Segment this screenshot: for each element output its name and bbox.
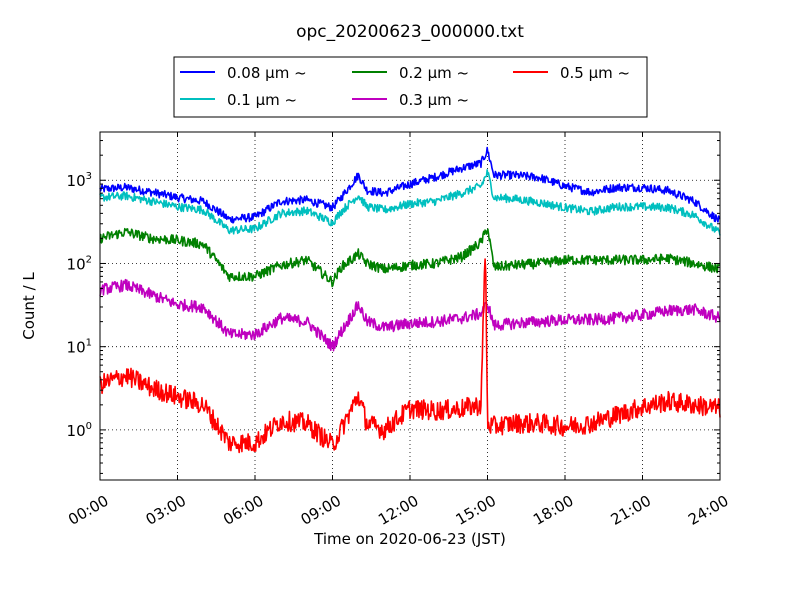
chart-title: opc_20200623_000000.txt — [296, 22, 524, 42]
y-axis-label: Count / L — [20, 272, 38, 340]
x-tick-label: 03:00 — [143, 492, 189, 529]
series-line-0 — [99, 146, 721, 224]
legend-label: 0.3 μm ~ — [399, 91, 469, 109]
x-tick-label: 24:00 — [685, 492, 731, 529]
y-tick-label: 102 — [67, 254, 92, 273]
x-tick-label: 18:00 — [530, 492, 576, 529]
legend-frame — [173, 56, 648, 118]
legend-label: 0.2 μm ~ — [399, 64, 469, 82]
y-tick-label: 103 — [67, 171, 92, 190]
x-tick-label: 15:00 — [453, 492, 499, 529]
grid — [100, 132, 720, 480]
x-tick-label: 06:00 — [220, 492, 266, 529]
x-tick-label: 00:00 — [65, 492, 111, 529]
x-tick-label: 21:00 — [608, 492, 654, 529]
legend-label: 0.5 μm ~ — [560, 64, 630, 82]
y-tick-label: 101 — [67, 338, 92, 357]
x-tick-label: 09:00 — [298, 492, 344, 529]
legend: 0.08 μm ~ 0.1 μm ~ 0.2 μm ~ 0.3 μm ~ 0.5 μm … — [173, 56, 648, 118]
legend-label: 0.1 μm ~ — [227, 91, 297, 109]
series-layer — [99, 146, 721, 454]
x-tick-label: 12:00 — [375, 492, 421, 529]
y-tick-label: 100 — [67, 421, 92, 440]
series-line-1 — [99, 169, 721, 236]
y-axis: 100 101 102 103 — [67, 140, 720, 474]
x-axis-label: Time on 2020-06-23 (JST) — [313, 530, 506, 548]
series-line-4 — [99, 258, 721, 454]
series-line-3 — [99, 278, 721, 352]
legend-label: 0.08 μm ~ — [227, 64, 307, 82]
series-line-2 — [99, 227, 721, 288]
